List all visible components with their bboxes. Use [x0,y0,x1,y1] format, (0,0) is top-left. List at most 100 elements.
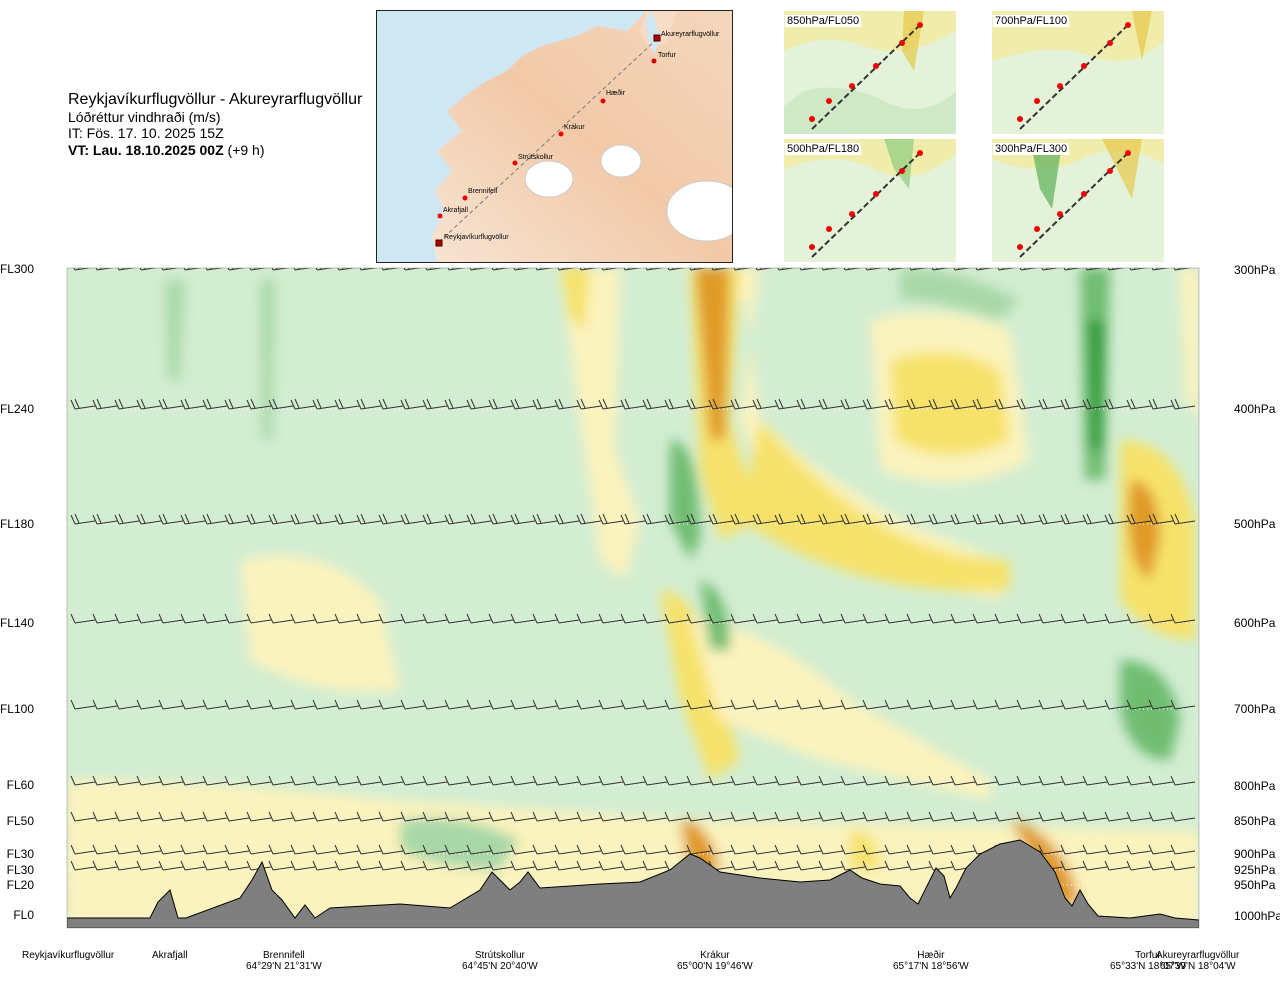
wind-barb [1104,860,1130,871]
wind-barb [928,811,954,822]
wind-barb [92,844,118,855]
glacier-hofsjokull [600,144,642,178]
wind-barb [642,398,668,410]
wind-barb [180,844,206,855]
wind-barb [422,811,448,822]
wind-barb [752,699,778,710]
wind-barb [799,268,818,271]
sink-region [1088,320,1104,450]
wind-barb [1148,775,1174,786]
wind-barb [774,775,800,786]
wind-barb [136,513,162,525]
wind-barb [268,699,294,710]
wind-barb [422,613,448,624]
wind-barb [598,811,624,822]
wind-barb [1016,775,1042,786]
waypoint-brennifell-marker [462,195,468,201]
wind-barb [70,860,96,871]
wind-barb [117,268,136,271]
wind-barb [224,613,250,624]
wind-barb [686,775,712,786]
wind-barb [1104,613,1130,624]
wind-barb [205,268,224,271]
hpa-tick-label: 300hPa [1234,263,1276,277]
wind-barb [645,268,664,271]
wind-barb [1038,513,1064,525]
wind-barb [576,775,602,786]
wind-barb [158,613,184,624]
place-label: Krákur 65°00'N 19°46'W [677,950,753,972]
wind-barb [114,844,140,855]
wind-barb [400,811,426,822]
terrain-profile [67,839,1199,928]
sink-region [700,580,730,650]
wind-barb [249,268,268,271]
wind-barb [114,613,140,624]
thumbnail-300hpa[interactable]: 300hPa/FL300 [992,139,1164,262]
wind-barb [620,844,646,855]
wind-barb [840,844,866,855]
wind-barb [730,811,756,822]
wind-barb [642,811,668,822]
place-label: Strútskollur 64°45'N 20°40'W [462,950,538,972]
wind-barb [906,398,932,410]
thumbnail-500hpa[interactable]: 500hPa/FL180 [784,139,956,262]
wind-barb [92,398,118,410]
wind-barb [1126,699,1152,710]
hpa-tick-label: 500hPa [1234,517,1276,531]
wind-barb [994,775,1020,786]
wind-barb [906,699,932,710]
wind-barb [466,775,492,786]
wind-barb [1016,613,1042,624]
wind-barb [224,513,250,525]
wind-barb [840,699,866,710]
wind-barb [1082,860,1108,871]
wind-barb [1126,398,1152,410]
wind-barb [796,613,822,624]
fl-tick-label: FL300 [0,262,34,276]
wind-barb [378,811,404,822]
lift-region [890,352,1010,455]
thumbnail-700hpa[interactable]: 700hPa/FL100 [992,11,1164,134]
wind-barb [1016,398,1042,410]
lift-region [560,268,590,330]
wind-barb [158,699,184,710]
wind-barb [840,811,866,822]
wind-barb [114,860,140,871]
wind-barb [884,860,910,871]
wind-barb [488,860,514,871]
wind-barb [576,699,602,710]
wind-barb [821,268,840,271]
place-label: Reykjavíkurflugvöllur [22,950,114,961]
wind-barb [1170,844,1196,855]
wind-barb [950,699,976,710]
hpa-tick-label: 925hPa [1234,863,1276,877]
wind-barb [114,398,140,410]
wind-barb [774,398,800,410]
wind-barb [1104,699,1130,710]
wind-barb [136,860,162,871]
wind-barb [818,775,844,786]
wind-barb [268,844,294,855]
thumbnail-300hpa-label: 300hPa/FL300 [993,143,1070,155]
wind-barb [554,860,580,871]
place-coord: 65°33'N 18°07'W [1110,961,1186,972]
wind-barb [554,398,580,410]
wind-barb [708,775,734,786]
wind-barb [972,513,998,525]
wind-barb [1170,513,1196,525]
wind-barb [158,775,184,786]
issue-time: IT: Fös. 17. 10. 2025 15Z [68,125,224,141]
hpa-tick-label: 900hPa [1234,847,1276,861]
wind-barb [1060,775,1086,786]
wind-barb [862,775,888,786]
wind-barb [447,268,466,271]
wind-barb [1060,398,1086,410]
wind-barb [642,844,668,855]
place-coord: 65°39'N 18°04'W [1159,961,1236,972]
wind-barb [1038,398,1064,410]
wind-barb [334,398,360,410]
thumbnail-850hpa[interactable]: 850hPa/FL050 [784,11,956,134]
wind-barb [928,699,954,710]
wind-barb [1038,844,1064,855]
